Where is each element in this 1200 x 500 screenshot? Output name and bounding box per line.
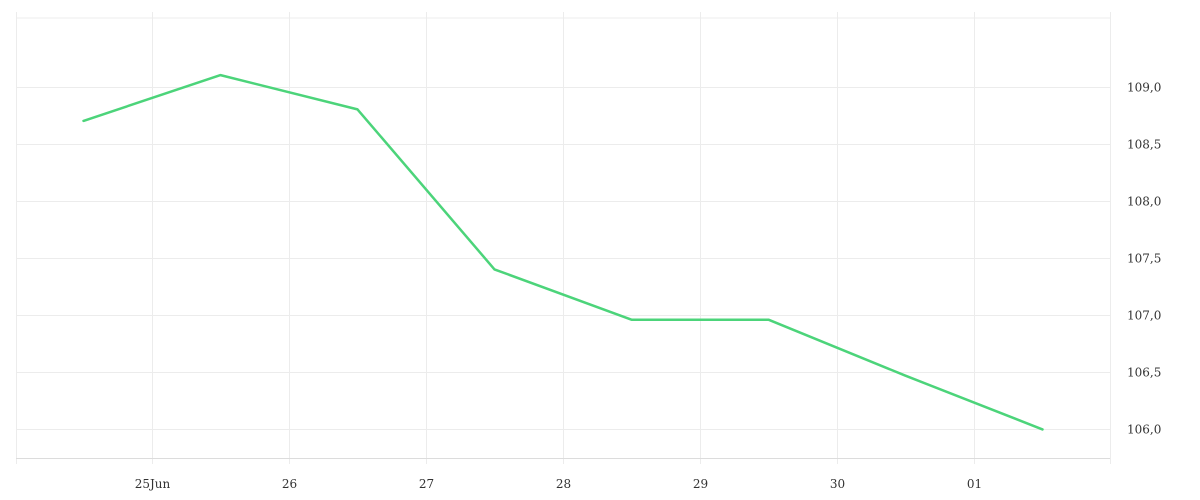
x-tick-label: 26 — [282, 477, 297, 491]
y-tick-label: 106,0 — [1127, 423, 1161, 437]
x-tick-label: 30 — [830, 477, 845, 491]
y-tick-label: 107,5 — [1127, 252, 1161, 266]
x-tick-label: 25Jun — [135, 477, 171, 491]
y-tick-label: 108,5 — [1127, 138, 1161, 152]
x-tick-label: 01 — [967, 477, 982, 491]
x-tick-label: 29 — [693, 477, 708, 491]
y-tick-label: 109,0 — [1127, 81, 1161, 95]
axes — [16, 12, 1111, 464]
tick-labels: 106,0 106,5 107,0 107,5 108,0 108,5 109,0 25Jun… — [135, 81, 1162, 492]
grid — [16, 12, 1110, 464]
series-line — [82, 73, 1044, 431]
x-tick-label: 27 — [419, 477, 434, 491]
x-tick-label: 28 — [556, 477, 571, 491]
y-tick-label: 108,0 — [1127, 195, 1161, 209]
y-tick-label: 106,5 — [1127, 366, 1161, 380]
series — [82, 73, 1044, 431]
y-tick-label: 107,0 — [1127, 309, 1161, 323]
